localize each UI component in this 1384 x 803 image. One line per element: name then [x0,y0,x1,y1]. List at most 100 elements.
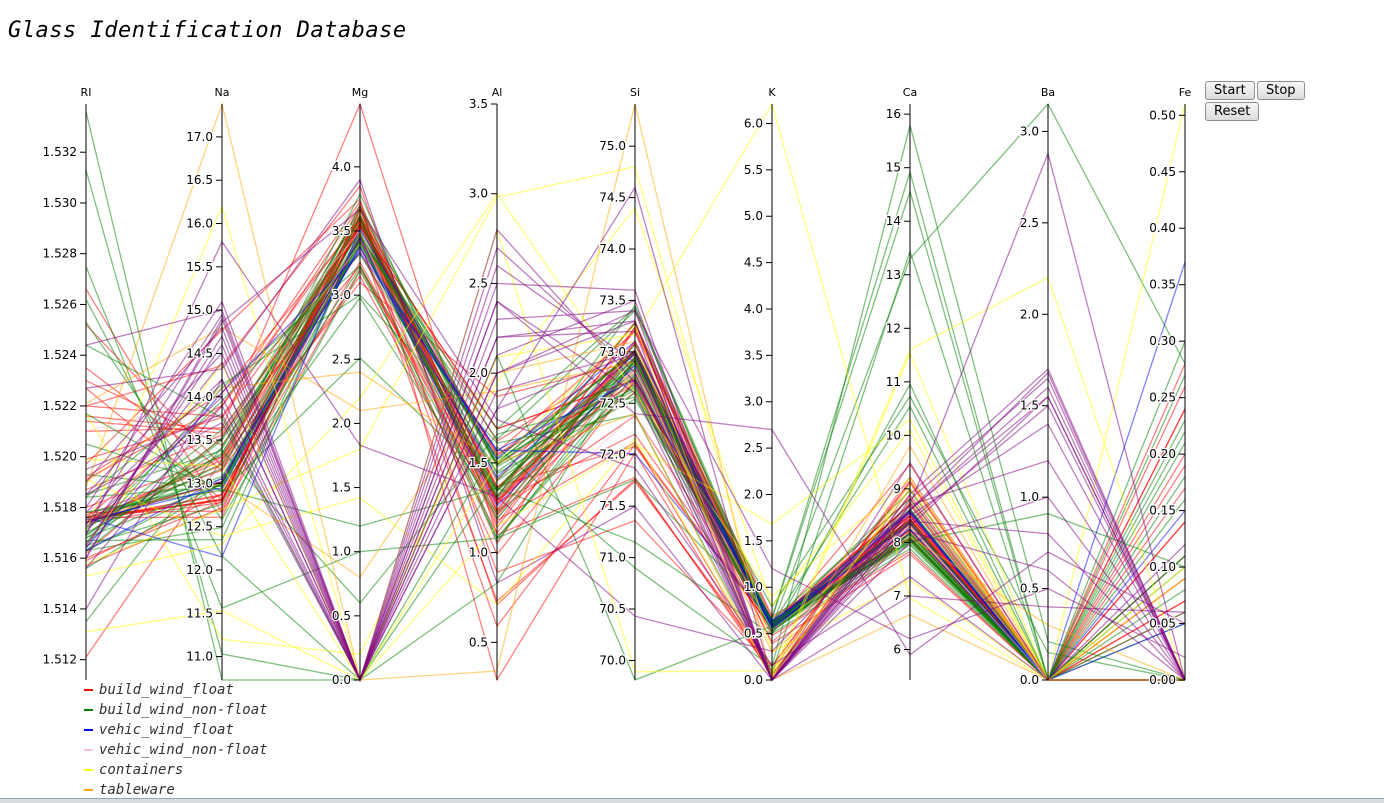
axis-label: Ca [903,86,917,99]
axis-tick-label: 4.0 [332,160,351,174]
legend-item: tableware [84,780,268,800]
axis-tick-label: 0.40 [1149,221,1176,235]
axis-tick-label: 72.5 [599,396,626,410]
axis-tick-label: 1.526 [43,297,77,311]
axis-tick-label: 4.0 [744,302,763,316]
axis-tick-label: 0.25 [1149,391,1176,405]
axes-layer: RI1.5121.5141.5161.5181.5201.5221.5241.5… [41,86,1192,688]
axis-tick-label: 2.0 [469,366,488,380]
axis[interactable]: Si 70.0 70.5 71.0 71.5 72.0 72.5 73.0 73.5 74.0 74… [598,86,640,680]
axis-tick-label: 13 [886,268,901,282]
axis[interactable]: Mg 0.0 0.5 1.0 1.5 2.0 2.5 3.0 3.5 4.0 [331,86,369,688]
parallel-coordinates-chart[interactable]: RI1.5121.5141.5161.5181.5201.5221.5241.5… [0,0,1200,800]
page-title: Glass Identification Database [8,18,407,43]
axis[interactable]: RI 1.512 1.514 1.516 1.518 1.520 1.522 1.524 1.5… [41,86,92,680]
legend-label: vehic_wind_non-float [99,742,268,758]
axis-tick-label: 3.5 [744,348,763,362]
axis-tick-label: 2.0 [1020,307,1039,321]
axis-label: Si [630,86,640,99]
axis-tick-label: 16.5 [186,173,213,187]
axis-tick-label: 1.0 [469,546,488,560]
legend-item: containers [84,760,268,780]
axis-tick-label: 0.5 [469,635,488,649]
axis-tick-label: 0.10 [1149,560,1176,574]
axis-label: K [768,86,776,99]
axis-tick-label: 14.0 [186,390,213,404]
axis-tick-label: 0.05 [1149,617,1176,631]
axis-tick-label: 3.0 [1020,124,1039,138]
axis[interactable]: Ca 6 7 8 9 10 11 12 13 14 15 16 [884,86,917,680]
axis-tick-label: 12.5 [186,520,213,534]
axis-tick-label: 0.5 [744,627,763,641]
axis-tick-label: 11.5 [186,606,213,620]
axis-tick-label: 0.5 [332,609,351,623]
axis-tick-label: 0.35 [1149,278,1176,292]
axis-tick-label: 11 [886,375,901,389]
axis-tick-label: 2.5 [332,352,351,366]
axis-tick-label: 14 [886,214,901,228]
axis-tick-label: 0.50 [1149,108,1176,122]
axis-tick-label: 0.20 [1149,447,1176,461]
axis-tick-label: 1.532 [43,145,77,159]
axis-tick-label: 12.0 [186,563,213,577]
axis[interactable]: K 0.0 0.5 1.0 1.5 2.0 2.5 3.0 3.5 4.0 4.5 5.0 5.5 6.0 [743,86,777,688]
axis-tick-label: 0.5 [1020,582,1039,596]
legend-swatch [84,729,93,731]
axis-tick-label: 1.512 [43,653,77,667]
axis-tick-label: 11.0 [186,650,213,664]
axis-tick-label: 1.514 [43,602,77,616]
axis-tick-label: 1.516 [43,551,77,565]
axis-tick-label: 15 [886,161,901,175]
axis-label: RI [81,86,92,99]
axis-tick-label: 1.530 [43,196,77,210]
axis-tick-label: 0.0 [744,673,763,687]
axis-tick-label: 1.0 [744,580,763,594]
legend-item: vehic_wind_float [84,720,268,740]
axis-tick-label: 1.5 [744,534,763,548]
axis-tick-label: 2.0 [332,416,351,430]
axis-tick-label: 2.5 [469,276,488,290]
axis-tick-label: 1.5 [1020,399,1039,413]
axis-tick-label: 0.0 [1020,673,1039,687]
axis-tick-label: 5.0 [744,209,763,223]
axis[interactable]: Na 11.0 11.5 12.0 12.5 13.0 13.5 14.0 14.5 15.0 15… [185,86,230,680]
axis-tick-label: 15.5 [186,260,213,274]
axis-tick-label: 17.0 [186,130,213,144]
legend-swatch [84,689,93,691]
axis-tick-label: 1.5 [332,481,351,495]
axis-tick-label: 71.0 [599,551,626,565]
axis-tick-label: 16.0 [186,217,213,231]
legend-swatch [84,769,93,771]
reset-button[interactable]: Reset [1205,102,1260,121]
legend-label: build_wind_float [99,682,234,698]
axis-tick-label: 0.0 [332,673,351,687]
axis-tick-label: 70.5 [599,602,626,616]
legend-item: build_wind_float [84,680,268,700]
legend-swatch [84,709,93,711]
axis-tick-label: 71.5 [599,499,626,513]
legend-label: tableware [99,782,175,798]
axis[interactable]: Fe 0.00 0.05 0.10 0.15 0.20 0.25 0.30 0.35 0.40 0.… [1148,86,1192,688]
legend-swatch [84,749,93,751]
axis-tick-label: 2.5 [744,441,763,455]
axis-tick-label: 13.0 [186,476,213,490]
stop-button[interactable]: Stop [1257,81,1305,100]
axis-label: Mg [352,86,368,99]
axis-tick-label: 1.522 [43,399,77,413]
legend: build_wind_float build_wind_non-float ve… [84,680,268,800]
axis-tick-label: 1.0 [332,545,351,559]
axis-tick-label: 3.0 [469,187,488,201]
axis-tick-label: 15.0 [186,303,213,317]
axis-tick-label: 3.0 [744,395,763,409]
axis[interactable]: Ba 0.0 0.5 1.0 1.5 2.0 2.5 3.0 [1019,86,1055,688]
axis-label: Fe [1179,86,1192,99]
axis-tick-label: 75.0 [599,139,626,153]
axis-label: Na [215,86,230,99]
start-button[interactable]: Start [1205,81,1255,100]
axis-tick-label: 1.0 [1020,490,1039,504]
axis-tick-label: 74.0 [599,242,626,256]
axis-tick-label: 4.5 [744,256,763,270]
axis-tick-label: 3.5 [469,97,488,111]
axis[interactable]: Al 0.5 1.0 1.5 2.0 2.5 3.0 3.5 [468,86,502,680]
axis-tick-label: 74.5 [599,191,626,205]
